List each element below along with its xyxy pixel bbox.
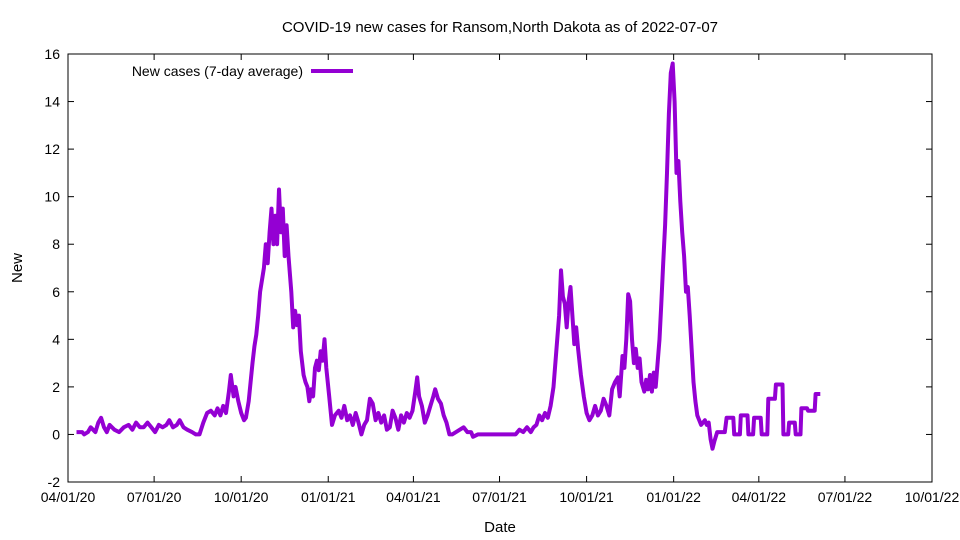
- x-tick-label: 07/01/21: [472, 489, 527, 505]
- x-tick-label: 04/01/20: [41, 489, 96, 505]
- y-tick-label: 12: [44, 141, 60, 157]
- x-tick-label: 07/01/22: [818, 489, 873, 505]
- y-tick-label: 4: [52, 331, 60, 347]
- x-tick-label: 10/01/22: [905, 489, 960, 505]
- y-tick-label: 14: [44, 94, 60, 110]
- y-tick-label: 10: [44, 189, 60, 205]
- x-tick-label: 04/01/22: [732, 489, 787, 505]
- series-layer: [76, 61, 821, 451]
- x-tick-label: 01/01/21: [301, 489, 356, 505]
- x-tick-label: 10/01/20: [214, 489, 269, 505]
- x-tick-label: 10/01/21: [559, 489, 614, 505]
- y-tick-label: 0: [52, 426, 60, 442]
- y-tick-label: 16: [44, 46, 60, 62]
- y-tick-label: -2: [48, 474, 61, 490]
- chart-title: COVID-19 new cases for Ransom,North Dako…: [282, 19, 718, 36]
- x-tick-label: 01/01/22: [646, 489, 701, 505]
- y-tick-label: 8: [52, 236, 60, 252]
- y-tick-label: 6: [52, 284, 60, 300]
- x-tick-label: 04/01/21: [386, 489, 441, 505]
- legend-label: New cases (7-day average): [132, 63, 303, 79]
- x-axis: 04/01/20 07/01/20 10/01/20 01/01/21 04/01/21…: [41, 54, 960, 505]
- y-tick-label: 2: [52, 379, 60, 395]
- y-axis-title: New: [9, 253, 26, 283]
- y-axis: -2 0 2 4 6 8 10 12 14 16: [44, 46, 932, 490]
- x-tick-label: 07/01/20: [127, 489, 182, 505]
- x-axis-title: Date: [484, 519, 516, 536]
- legend: New cases (7-day average): [132, 63, 353, 79]
- series-line: [76, 61, 821, 451]
